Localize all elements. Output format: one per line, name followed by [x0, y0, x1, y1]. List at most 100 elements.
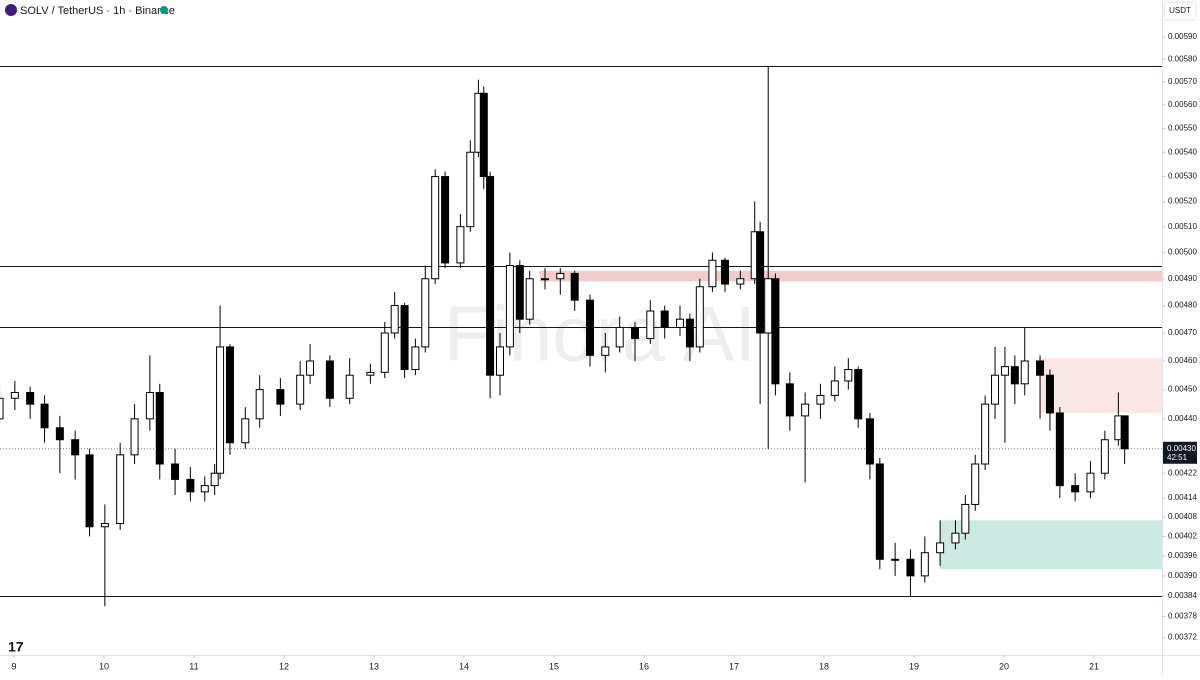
candle-body — [186, 478, 195, 493]
x-tick-label: 19 — [909, 661, 919, 671]
y-tick-label: 0.00500 — [1168, 248, 1197, 257]
candle-body — [961, 503, 970, 534]
last-price-badge — [1163, 441, 1197, 464]
y-tick-label: 0.00490 — [1168, 274, 1197, 283]
candle-body — [296, 374, 305, 405]
candle-body — [495, 346, 504, 376]
y-tick-label: 0.00450 — [1168, 385, 1197, 394]
y-tick-label: 0.00520 — [1168, 196, 1197, 205]
candle-body — [816, 394, 825, 405]
candle-body — [441, 176, 450, 264]
candle-body — [345, 374, 354, 399]
zone — [940, 520, 1162, 570]
candle-body — [466, 151, 475, 228]
candle-body — [971, 463, 980, 505]
candle-body — [830, 380, 839, 396]
currency-button[interactable] — [1163, 1, 1197, 21]
candle-body — [1120, 415, 1129, 450]
status-dot — [160, 6, 168, 14]
symbol-icon — [5, 4, 17, 16]
candle-body — [991, 374, 1000, 405]
candle-body — [631, 326, 640, 340]
candle-body — [421, 278, 430, 348]
candle-body — [10, 391, 19, 399]
candle-body — [771, 278, 780, 385]
candle-body — [515, 265, 524, 320]
candle-body — [40, 403, 49, 429]
candle-body — [241, 418, 250, 444]
candle-body — [366, 371, 375, 376]
x-tick-label: 13 — [369, 661, 379, 671]
x-tick-label: 20 — [999, 661, 1009, 671]
y-tick-label: 0.00402 — [1168, 532, 1197, 541]
candle-body — [1036, 360, 1045, 376]
candle-body — [71, 439, 80, 456]
candle-body — [479, 92, 488, 178]
candle-body — [210, 472, 219, 487]
candle-body — [601, 346, 610, 356]
y-tick-label: 0.00510 — [1168, 222, 1197, 231]
y-tick-label: 0.00470 — [1168, 328, 1197, 337]
candle-body — [685, 318, 694, 348]
candle-body — [1055, 412, 1064, 487]
candle-body — [1010, 366, 1019, 385]
last-price-label: 0.00430 — [1167, 444, 1196, 453]
plot — [0, 65, 1162, 607]
zone — [1040, 358, 1162, 413]
candle-body — [55, 427, 64, 441]
candle-body — [721, 259, 730, 285]
candle-body — [306, 360, 315, 376]
y-tick-label: 0.00390 — [1168, 571, 1197, 580]
candle-body — [255, 389, 264, 420]
candle-body — [801, 403, 810, 417]
candle-body — [216, 346, 225, 474]
y-tick-label: 0.00372 — [1168, 632, 1197, 641]
candle-body — [676, 318, 685, 328]
y-tick-label: 0.00414 — [1168, 493, 1197, 502]
candle-body — [586, 299, 595, 356]
candle-body — [155, 391, 164, 465]
x-tick-label: 21 — [1089, 661, 1099, 671]
y-tick-label: 0.00396 — [1168, 551, 1197, 560]
candle-body — [225, 346, 234, 444]
y-tick-label: 0.00408 — [1168, 512, 1197, 521]
candle-body — [380, 332, 389, 373]
y-tick-label: 0.00480 — [1168, 301, 1197, 310]
countdown: 42:51 — [1167, 453, 1188, 462]
candle-body — [981, 403, 990, 465]
candle-body — [936, 542, 945, 554]
candle-body — [785, 383, 794, 417]
currency-label[interactable]: USDT — [1169, 6, 1191, 15]
candle-body — [875, 463, 884, 560]
y-tick-label: 0.00422 — [1168, 468, 1197, 477]
candle-body — [0, 397, 4, 420]
x-tick-label: 17 — [729, 661, 739, 671]
candle-body — [276, 389, 285, 405]
x-tick-label: 12 — [279, 661, 289, 671]
candle-body — [951, 532, 960, 544]
candle-body — [891, 558, 900, 561]
candle-body — [116, 454, 125, 525]
candle-body — [145, 391, 154, 420]
x-tick-label: 10 — [99, 661, 109, 671]
candle-body — [1086, 472, 1095, 493]
candle-body — [171, 463, 180, 480]
candle-body — [570, 272, 579, 301]
candle-body — [540, 278, 549, 281]
y-tick-label: 0.00384 — [1168, 591, 1197, 600]
candle-body — [400, 305, 409, 370]
candle-body — [615, 326, 624, 348]
candle-body — [200, 485, 209, 493]
candle-body — [525, 278, 534, 320]
y-tick-label: 0.00550 — [1168, 123, 1197, 132]
candle-body — [708, 259, 717, 288]
x-tick-label: 14 — [459, 661, 469, 671]
y-tick-label: 0.00570 — [1168, 77, 1197, 86]
x-tick-label: 16 — [639, 661, 649, 671]
candle-body — [906, 558, 915, 577]
y-tick-label: 0.00460 — [1168, 356, 1197, 365]
candle-body — [100, 523, 109, 528]
candle-body — [26, 391, 35, 405]
